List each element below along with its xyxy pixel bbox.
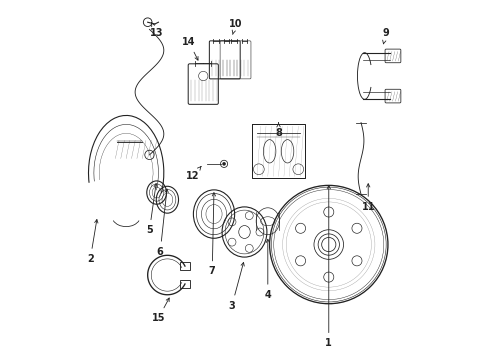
Text: 14: 14 bbox=[182, 37, 198, 60]
Text: 15: 15 bbox=[151, 298, 169, 323]
Text: 8: 8 bbox=[275, 123, 282, 138]
Text: 12: 12 bbox=[185, 166, 201, 181]
Text: 9: 9 bbox=[382, 28, 389, 44]
Text: 13: 13 bbox=[150, 23, 163, 38]
Text: 4: 4 bbox=[264, 239, 271, 300]
Text: 3: 3 bbox=[228, 262, 244, 311]
Text: 2: 2 bbox=[87, 220, 98, 264]
Text: 5: 5 bbox=[146, 184, 157, 235]
Circle shape bbox=[222, 162, 225, 166]
Text: 6: 6 bbox=[157, 189, 168, 257]
Text: 1: 1 bbox=[325, 185, 331, 348]
Text: 7: 7 bbox=[208, 193, 215, 276]
Text: 11: 11 bbox=[361, 184, 374, 212]
Text: 10: 10 bbox=[228, 19, 242, 35]
